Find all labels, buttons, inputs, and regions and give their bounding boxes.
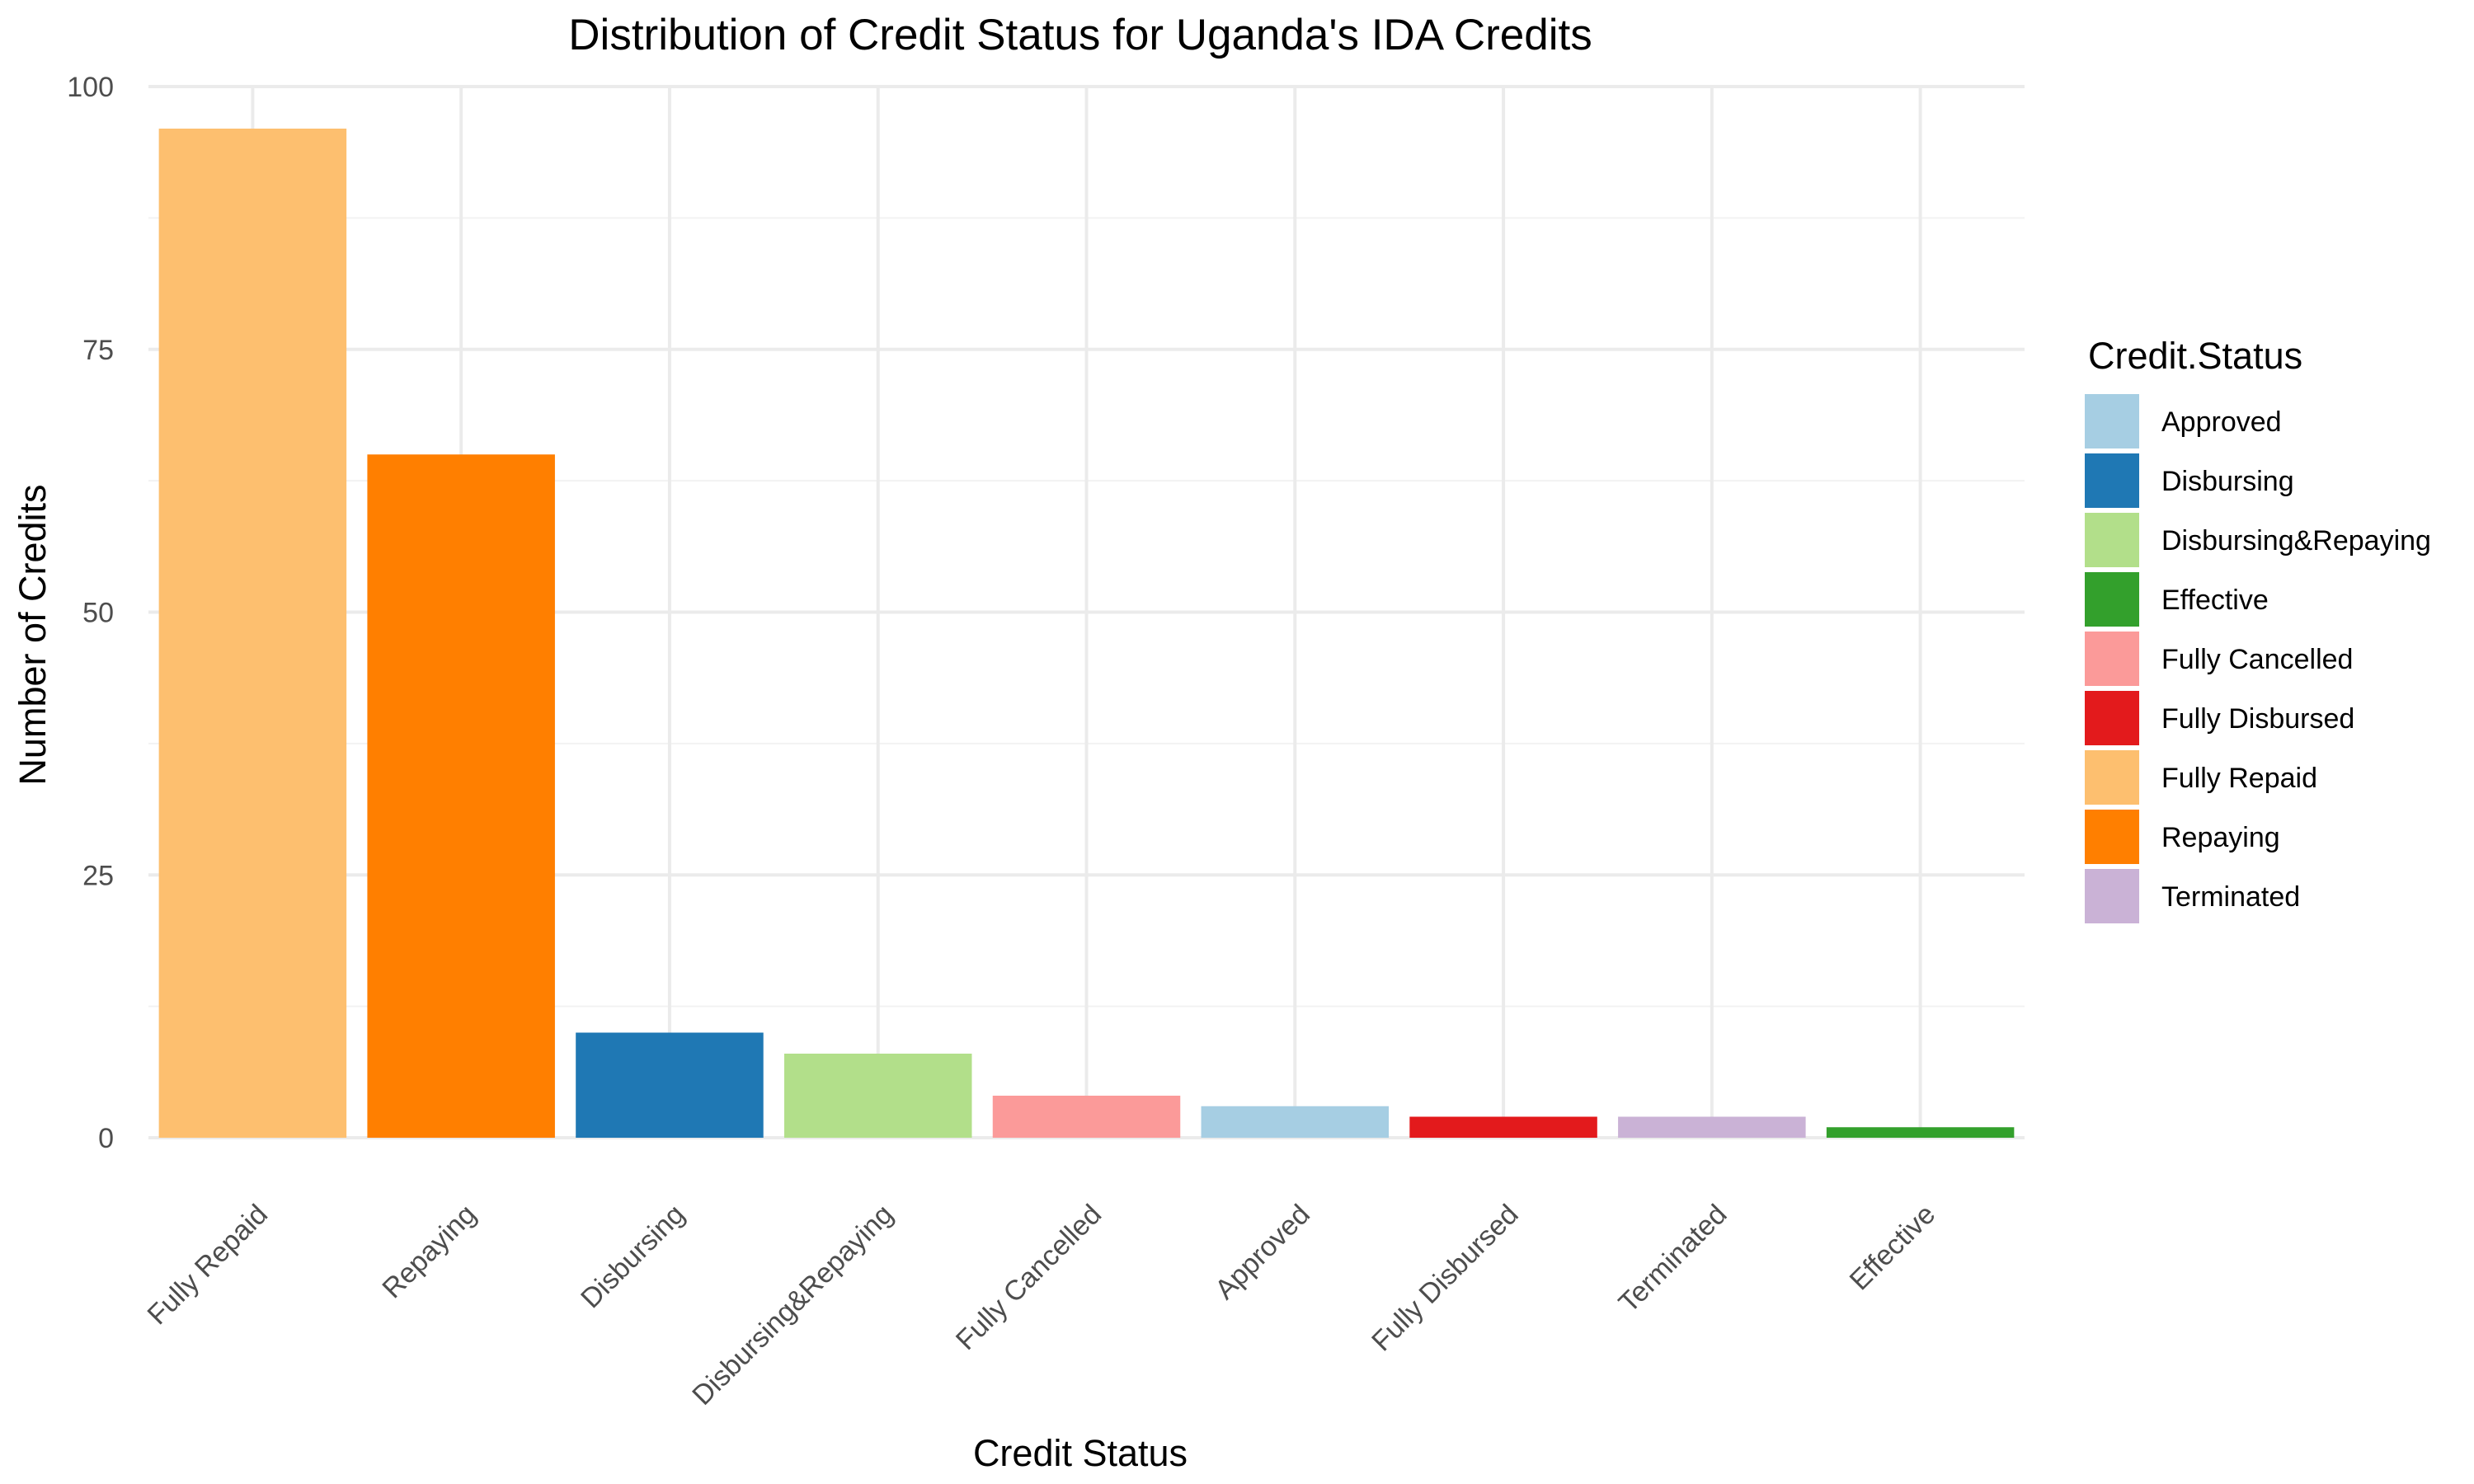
x-tick-label: Terminated <box>1613 1199 1733 1319</box>
legend-key <box>2085 632 2139 686</box>
bar-effective <box>1826 1127 2015 1138</box>
x-axis-title: Credit Status <box>973 1432 1188 1474</box>
legend-key <box>2085 869 2139 923</box>
legend-key <box>2085 750 2139 805</box>
bar-disbursing-repaying <box>783 1054 972 1138</box>
bar-terminated <box>1618 1116 1806 1138</box>
x-tick-label: Disbursing&Repaying <box>686 1199 899 1411</box>
legend-items: Approved Disbursing Disbursing&Repaying Eff… <box>2085 394 2431 923</box>
y-tick-label: 75 <box>82 335 114 366</box>
legend-title: Credit.Status <box>2088 335 2302 377</box>
x-axis-ticks: Fully Repaid Repaying DisbursingDisbursing… <box>142 1199 1942 1411</box>
legend-key <box>2085 453 2139 508</box>
y-tick-label: 0 <box>98 1123 114 1154</box>
y-tick-label: 100 <box>67 72 114 103</box>
legend-key <box>2085 572 2139 627</box>
bar-fully-disbursed <box>1409 1116 1597 1138</box>
bar-fully-cancelled <box>992 1096 1181 1138</box>
legend-label: Disbursing <box>2161 466 2294 497</box>
x-tick-label: Fully Cancelled <box>950 1199 1108 1356</box>
x-tick-label: Effective <box>1844 1199 1942 1297</box>
legend-key <box>2085 691 2139 745</box>
y-axis-title: Number of Credits <box>12 484 54 785</box>
legend-label: Effective <box>2161 585 2269 616</box>
bars <box>158 129 2015 1138</box>
x-tick-label: Fully Disbursed <box>1366 1199 1525 1358</box>
legend-label: Repaying <box>2161 822 2280 853</box>
x-tick-label: Disbursing <box>575 1199 690 1314</box>
legend-label: Approved <box>2161 406 2282 438</box>
bar-approved <box>1201 1106 1390 1138</box>
y-axis-ticks: 0 25 50 75 100 <box>67 72 114 1154</box>
y-tick-label: 25 <box>82 860 114 891</box>
x-tick-label: Repaying <box>376 1199 482 1304</box>
legend: Credit.Status Approved Disbursing Disbursi… <box>2085 335 2431 923</box>
x-tick-label: Fully Repaid <box>142 1199 275 1331</box>
legend-label: Fully Repaid <box>2161 763 2317 794</box>
legend-label: Disbursing&Repaying <box>2161 525 2431 556</box>
legend-key <box>2085 394 2139 448</box>
y-tick-label: 50 <box>82 598 114 629</box>
bar-repaying <box>367 454 555 1138</box>
chart-title: Distribution of Credit Status for Uganda… <box>568 11 1592 59</box>
bar-fully-repaid <box>158 129 347 1138</box>
x-tick-label: Approved <box>1209 1199 1316 1306</box>
legend-label: Fully Cancelled <box>2161 644 2353 675</box>
legend-label: Terminated <box>2161 881 2300 913</box>
bar-disbursing <box>576 1032 764 1138</box>
legend-key <box>2085 513 2139 567</box>
legend-label: Fully Disbursed <box>2161 703 2354 735</box>
legend-key <box>2085 810 2139 864</box>
